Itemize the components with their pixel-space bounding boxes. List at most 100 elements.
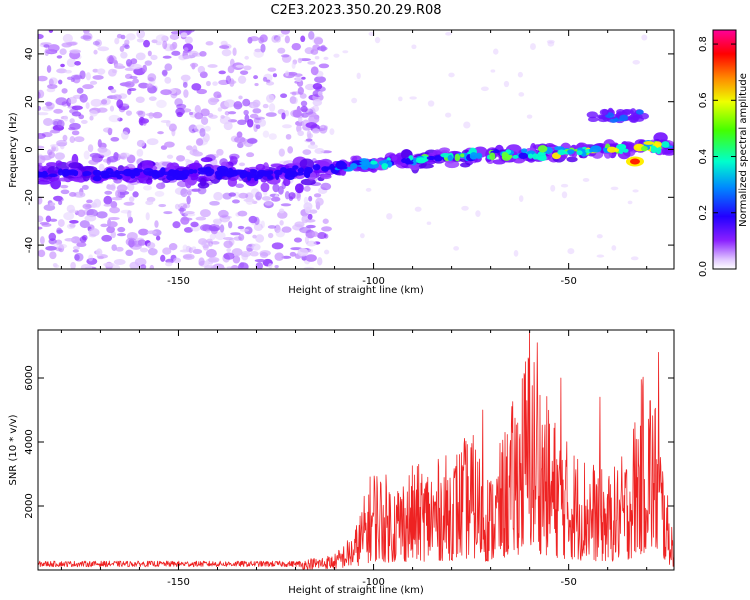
noise-speckle [74, 136, 85, 143]
noise-speckle [146, 242, 156, 249]
noise-speckle [174, 98, 183, 107]
colorbar-tick-label: 0.8 [698, 36, 709, 52]
noise-speckle [305, 206, 311, 214]
noise-speckle [77, 209, 86, 217]
ridge-core [114, 169, 120, 177]
noise-speckle [145, 200, 154, 206]
noise-speckle [102, 127, 113, 133]
noise-speckle [189, 62, 199, 68]
noise-speckle [88, 228, 100, 237]
noise-speckle [265, 81, 275, 86]
noise-speckle [97, 107, 108, 113]
noise-speckle [69, 135, 76, 144]
noise-speckle [221, 49, 232, 57]
noise-speckle [104, 190, 113, 195]
noise-speckle [124, 39, 130, 46]
noise-speckle [103, 195, 113, 205]
ridge-core [122, 168, 134, 177]
ridge-core [288, 170, 299, 178]
noise-speckle [110, 89, 117, 94]
ridge-core [219, 169, 225, 174]
noise-speckle [255, 262, 264, 269]
noise-speckle [314, 76, 326, 83]
snr-x-tick-label: -100 [362, 577, 385, 588]
noise-speckle [315, 197, 324, 206]
noise-speckle [168, 123, 177, 132]
noise-speckle [303, 185, 311, 192]
noise-speckle [84, 214, 97, 222]
noise-speckle [318, 63, 330, 69]
noise-speckle [69, 122, 81, 130]
noise-speckle [255, 191, 263, 201]
noise-speckle [278, 148, 285, 157]
noise-speckle [56, 68, 67, 74]
noise-speckle [199, 51, 207, 57]
ridge-core [369, 160, 378, 165]
snr-x-tick-label: -50 [560, 577, 576, 588]
ridge-blob [255, 163, 266, 171]
noise-speckle [126, 183, 135, 192]
noise-speckle [259, 34, 268, 43]
ridge-core [208, 168, 215, 175]
ridge-core [292, 165, 299, 170]
ridge-blob [299, 158, 315, 170]
noise-speckle [254, 48, 262, 53]
noise-speckle [526, 114, 533, 119]
noise-speckle [561, 191, 568, 199]
noise-speckle [322, 218, 329, 224]
noise-speckle [192, 248, 203, 255]
noise-speckle [208, 227, 220, 232]
noise-speckle [253, 75, 259, 80]
noise-speckle [97, 255, 105, 260]
noise-speckle [88, 254, 94, 262]
noise-speckle [270, 196, 281, 202]
noise-speckle [54, 197, 64, 202]
noise-speckle [69, 219, 79, 224]
noise-speckle [222, 236, 234, 241]
ridge-core [492, 149, 500, 154]
noise-speckle [188, 247, 193, 254]
noise-speckle [267, 232, 274, 239]
hotspot-core [629, 158, 640, 165]
noise-speckle [89, 109, 98, 117]
noise-speckle [191, 83, 202, 91]
noise-speckle [142, 64, 147, 73]
noise-speckle [147, 230, 157, 235]
colorbar-tick-label: 0.6 [698, 92, 709, 108]
noise-speckle [255, 124, 261, 130]
noise-speckle [144, 60, 153, 66]
noise-speckle [180, 216, 190, 225]
noise-speckle [218, 70, 226, 75]
ridge-core [359, 161, 371, 165]
noise-speckle [92, 68, 99, 73]
noise-speckle [231, 199, 240, 204]
noise-speckle [237, 75, 247, 84]
noise-speckle [463, 121, 471, 129]
noise-speckle [93, 198, 102, 208]
ridge-core [304, 172, 311, 179]
noise-speckle [136, 148, 144, 157]
noise-speckle [87, 144, 94, 153]
ridge-core [246, 174, 259, 178]
noise-speckle [303, 266, 315, 269]
noise-speckle [611, 245, 617, 251]
noise-speckle [182, 244, 188, 251]
spectrogram-x-tick-label: -150 [167, 276, 190, 287]
noise-speckle [238, 192, 249, 199]
ridge-core [447, 154, 453, 161]
ridge-core [175, 175, 188, 180]
noise-speckle [52, 263, 58, 268]
ridge-core [82, 170, 92, 176]
ridge-core [501, 151, 509, 159]
spectrogram-y-tick-label: -20 [24, 189, 35, 205]
noise-speckle [138, 82, 149, 89]
noise-speckle [103, 262, 115, 267]
noise-speckle [128, 196, 135, 203]
noise-speckle [82, 203, 92, 210]
noise-speckle [71, 105, 83, 111]
ridge-core [434, 155, 443, 162]
noise-speckle [313, 37, 324, 45]
noise-speckle [220, 40, 228, 46]
noise-speckle [262, 130, 270, 138]
